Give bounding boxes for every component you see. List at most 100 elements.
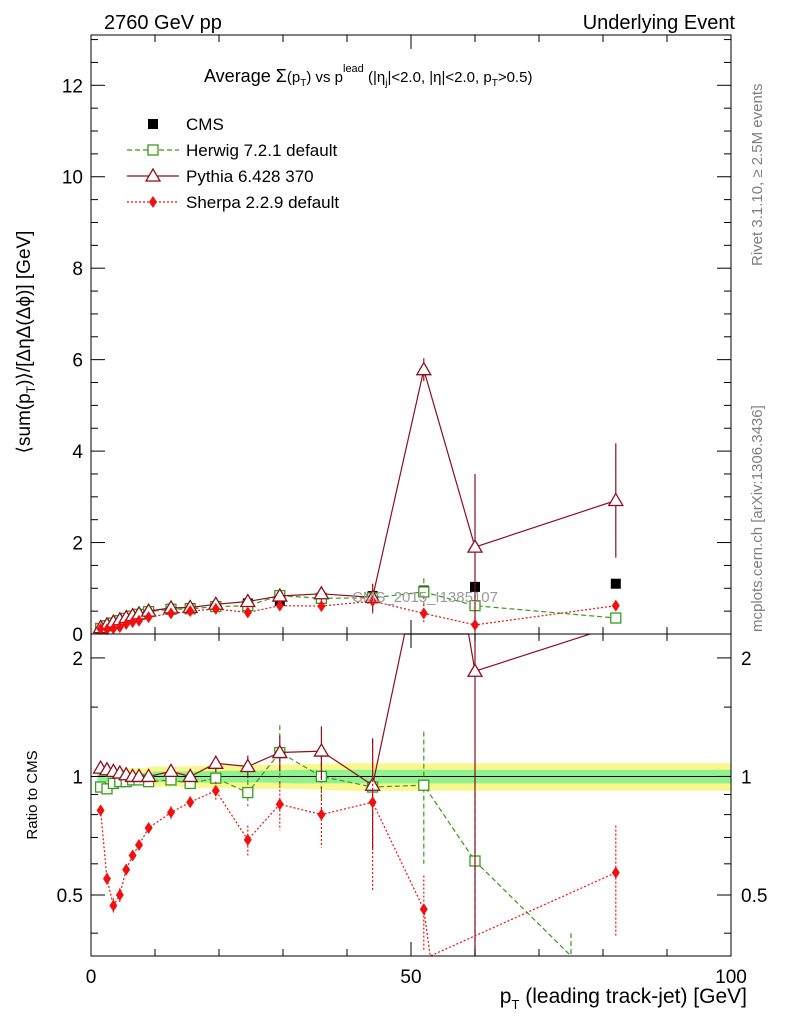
ylabel-part-b: )⟩/[ΔηΔ(Δϕ)] [GeV]: [14, 231, 35, 386]
sherpa-2-2-9-default-point: [115, 621, 124, 634]
ratio-pythia-6-428-370-point: [239, 758, 256, 773]
rivet-version-label: Rivet 3.1.10, ≥ 2.5M events: [749, 84, 766, 267]
ratio-sherpa-2-2-9-default-point: [419, 903, 428, 916]
mcplots-label: mcplots.cern.ch [arXiv:1306.3436]: [749, 405, 766, 632]
ratio-sherpa-2-2-9-default-line: [100, 789, 617, 957]
ratio-plot-frame: [90, 633, 732, 957]
ratio-sherpa-2-2-9-default-point: [275, 798, 284, 811]
xlabel-part-a: p: [500, 985, 512, 1008]
legend-entry-cms: CMS: [148, 115, 224, 134]
ratio-pythia-6-428-370-point: [130, 768, 148, 783]
ratio-herwig-7-2-1-default-series: [94, 725, 572, 957]
title-part-e: |<2.0, |η|<2.0, p: [387, 69, 491, 86]
x-axis-label: pT (leading track-jet) [GeV]: [500, 985, 747, 1012]
sherpa-2-2-9-default-point: [144, 611, 153, 624]
legend-entry-sherpa-2-2-9-default: Sherpa 2.2.9 default: [127, 193, 339, 212]
sherpa-2-2-9-default-point: [122, 617, 131, 630]
legend-label-sherpa-2-2-9-default: Sherpa 2.2.9 default: [186, 193, 339, 212]
ylabel-sub: T: [24, 385, 38, 393]
xlabel-sub: T: [511, 997, 519, 1012]
ratio-sherpa-2-2-9-default-point: [368, 796, 377, 809]
sherpa-2-2-9-default-point: [96, 622, 105, 635]
sherpa-2-2-9-default-point: [611, 599, 620, 612]
ratio-sherpa-2-2-9-default-series: [96, 743, 620, 957]
ratio-ytick-label: 0.5: [57, 886, 83, 907]
ratio-pythia-6-428-370-point: [140, 768, 157, 783]
ratio-sherpa-2-2-9-default-point: [167, 806, 175, 819]
main-ytick-label: 10: [62, 168, 83, 189]
ratio-pythia-6-428-370-series: [92, 633, 591, 956]
main-y-axis-label: ⟨sum(pT)⟩/[ΔηΔ(Δϕ)] [GeV]: [14, 231, 38, 454]
cms-point: [610, 578, 621, 589]
title-sub-t2: T: [492, 78, 498, 89]
ratio-pythia-6-428-370-point: [162, 763, 180, 778]
main-ytick-label: 8: [72, 259, 83, 280]
pythia-6-428-370-point: [313, 585, 330, 600]
sherpa-2-2-9-default-point: [135, 614, 143, 627]
ylabel-part-a: ⟨sum(p: [14, 393, 35, 453]
sherpa-2-2-9-default-point: [419, 607, 428, 620]
ratio-herwig-7-2-1-default-point: [242, 786, 254, 799]
ratio-pythia-6-428-370-point: [313, 742, 330, 757]
ratio-sherpa-2-2-9-default-point: [103, 872, 111, 885]
ratio-ytick-label-right: 0.5: [741, 886, 767, 907]
legend-label-cms: CMS: [186, 115, 224, 134]
ratio-sherpa-2-2-9-default-point: [122, 863, 131, 876]
ratio-sherpa-2-2-9-default-point: [317, 808, 326, 821]
ratio-sherpa-2-2-9-default-point: [611, 866, 620, 879]
ratio-ytick-label-right: 1: [741, 767, 752, 788]
pythia-6-428-370-point: [415, 361, 432, 376]
analysis-watermark: CMS_2015_I1385107: [352, 589, 498, 606]
title-part-f: >0.5): [498, 69, 533, 86]
sherpa-2-2-9-default-point: [186, 605, 195, 618]
legend-entry-pythia-6-428-370: Pythia 6.428 370: [127, 167, 314, 186]
main-ytick-label: 6: [72, 351, 83, 372]
ratio-sherpa-2-2-9-default-point: [186, 796, 195, 809]
main-ytick-label: 2: [72, 534, 83, 555]
title-sub-j: j: [384, 78, 387, 89]
sherpa-2-2-9-default-point: [109, 622, 118, 635]
sherpa-2-2-9-default-point: [211, 602, 220, 615]
ratio-plot: 0.5 0.5 1 1 2 2 0 50 100: [57, 633, 767, 988]
xtick-label: 100: [715, 967, 747, 988]
sherpa-2-2-9-default-point: [275, 599, 284, 612]
ratio-sherpa-2-2-9-default-point: [128, 849, 137, 862]
ratio-sherpa-2-2-9-default-point: [144, 821, 153, 834]
title-part-d: (|η: [364, 69, 385, 86]
xlabel-part-b: (leading track-jet) [GeV]: [519, 985, 747, 1008]
legend-label-pythia-6-428-370: Pythia 6.428 370: [186, 167, 314, 186]
legend-marker-herwig-7-2-1-default: [147, 144, 159, 156]
ratio-pythia-6-428-370-point: [182, 768, 199, 783]
legend-marker-pythia-6-428-370: [144, 167, 162, 182]
pythia-6-428-370-point: [607, 492, 624, 507]
legend-marker-sherpa-2-2-9-default: [149, 196, 157, 208]
ratio-pythia-6-428-370-point: [271, 744, 288, 759]
ratio-ytick-label-right: 2: [741, 649, 752, 670]
pythia-6-428-370-point: [466, 538, 484, 553]
main-series-layer: [92, 358, 624, 636]
legend-marker-cms: [148, 119, 158, 129]
legend: CMS Herwig 7.2.1 default Pythia 6.428 370 S…: [127, 115, 339, 212]
analysis-label: Underlying Event: [583, 12, 736, 34]
sherpa-2-2-9-default-line: [100, 600, 616, 631]
ratio-pythia-6-428-370-point: [207, 754, 224, 769]
xtick-label: 50: [400, 967, 421, 988]
legend-entry-herwig-7-2-1-default: Herwig 7.2.1 default: [127, 141, 337, 160]
sherpa-2-2-9-default-point: [243, 606, 252, 619]
title-part-b: (p: [287, 69, 300, 86]
main-ytick-label: 12: [62, 76, 83, 97]
legend-label-herwig-7-2-1-default: Herwig 7.2.1 default: [186, 141, 337, 160]
ratio-sherpa-2-2-9-default-point: [135, 838, 143, 851]
sherpa-2-2-9-default-point: [167, 607, 175, 620]
sherpa-2-2-9-default-point: [368, 595, 377, 608]
ratio-herwig-7-2-1-default-point: [418, 779, 430, 791]
main-ytick-label: 0: [72, 625, 83, 646]
xtick-label: 0: [86, 967, 97, 988]
title-part-a: Average: [204, 66, 276, 86]
main-plot: 0 2 4 6 8 10 12 CMS_2015_I1385107: [62, 34, 732, 646]
herwig-7-2-1-default-point: [610, 612, 622, 624]
ratio-sherpa-2-2-9-default-point: [243, 833, 252, 846]
sherpa-2-2-9-default-point: [317, 600, 326, 613]
sherpa-2-2-9-default-point: [128, 616, 137, 629]
ratio-sherpa-2-2-9-default-point: [211, 784, 220, 797]
